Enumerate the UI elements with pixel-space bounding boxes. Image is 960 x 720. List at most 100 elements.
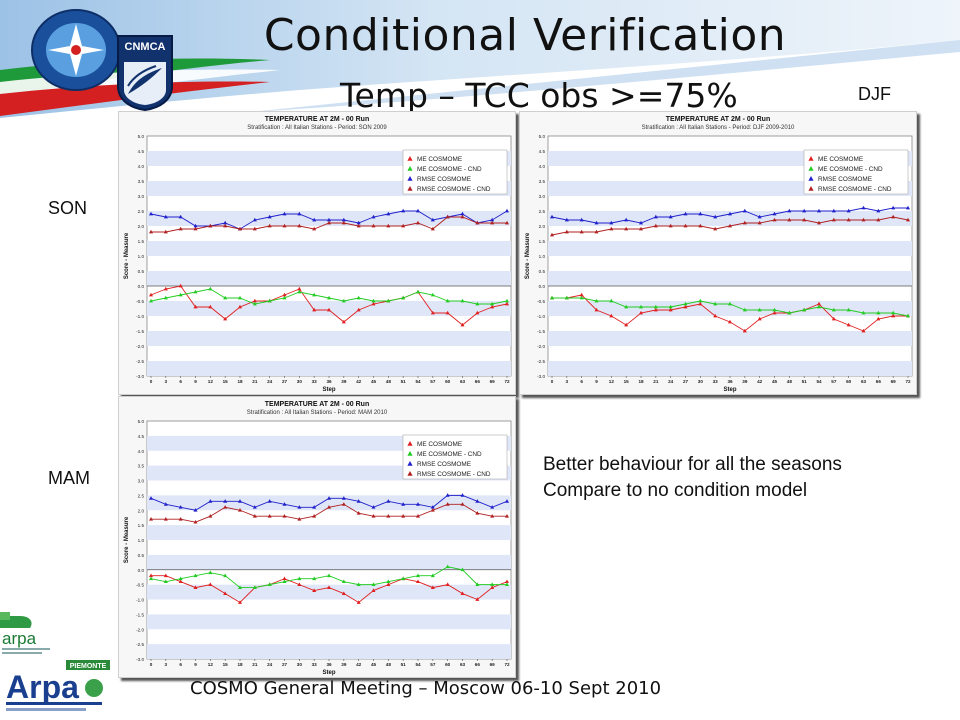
chart2-series-2-point <box>445 493 450 497</box>
chart2-series-1-point <box>178 576 183 581</box>
chart2-series-2-point <box>193 508 198 512</box>
chart1-xtick-label: 21 <box>653 379 659 384</box>
chart1-series-0-point <box>624 322 629 327</box>
arpa-emilia-logo-text: arpa <box>2 629 37 648</box>
arpa-piemonte-logo-text: Arpa <box>6 669 79 705</box>
chart1-ytick-label: 1.5 <box>539 239 546 244</box>
chart2-series-0-point <box>341 591 346 595</box>
chart0-xtick-label: 39 <box>341 379 347 384</box>
chart1-series-3-point <box>698 223 703 228</box>
chart1-series-1-point <box>579 295 584 300</box>
chart0-series-1-point <box>149 298 153 303</box>
chart2-series-3-point <box>371 514 376 518</box>
chart1-series-2-point <box>564 217 569 222</box>
chart0-series-3-point <box>149 229 153 234</box>
chart2-xtick-label: 63 <box>460 662 466 667</box>
chart1-xtick-label: 27 <box>683 379 689 384</box>
chart0-series-2-point <box>356 220 361 225</box>
chart0-ytick-label: 2.5 <box>138 209 145 214</box>
chart1-legend-label: RMSE COSMOME - CND <box>818 186 892 193</box>
chart2-legend <box>402 434 508 480</box>
chart2-series-2-point <box>208 499 213 503</box>
chart1-series-0-point <box>876 316 881 321</box>
chart2-legend-marker <box>407 441 413 446</box>
chart2-ytick-label: 2.0 <box>138 508 145 513</box>
chart1-title: TEMPERATURE AT 2M - 00 Run <box>666 116 770 123</box>
chart1-series-2-point <box>683 211 688 216</box>
chart1-series-2-point <box>787 208 792 213</box>
chart2-xtick-label: 9 <box>194 662 197 667</box>
chart1-series-3-point <box>579 229 584 234</box>
chart1-ytick-label: -1.5 <box>537 329 545 334</box>
chart2-band <box>147 495 511 511</box>
chart0-xtick-label: 72 <box>504 379 510 384</box>
chart2-ytick-label: 3.5 <box>138 464 145 469</box>
chart0-series-0-point <box>371 301 376 306</box>
chart1-series-3-point <box>817 220 821 225</box>
chart1-series-1-point <box>891 310 896 315</box>
chart1-series-0-point <box>579 292 584 297</box>
chart0-ytick-label: 5.0 <box>138 134 145 139</box>
chart1-series-3-point <box>683 223 688 228</box>
chart2-series-3-point <box>163 516 168 521</box>
chart0-xtick-label: 60 <box>445 379 451 384</box>
chart1-series-3-point <box>609 226 614 231</box>
chart1-ytick-label: 4.0 <box>539 164 546 169</box>
chart0-series-3-point <box>356 223 361 228</box>
chart0-legend-label: RMSE COSMOME <box>417 176 471 183</box>
chart0-series-0-point <box>475 310 480 315</box>
chart1-ytick-label: 3.0 <box>539 194 546 199</box>
chart1-series-3-point <box>653 223 658 228</box>
chart0-series-0-point <box>445 310 450 315</box>
chart2-series-2-point <box>401 502 406 506</box>
chart1-ytick-label: 1.0 <box>539 254 546 259</box>
chart0-series-3-point <box>445 214 450 219</box>
chart1-series-3-point <box>772 217 777 222</box>
chart1-xtick-label: 45 <box>772 379 778 384</box>
chart2-series-3-point <box>386 514 391 518</box>
chart0-xtick-label: 66 <box>475 379 481 384</box>
chart0-series-3-point <box>401 223 406 228</box>
chart2-series-1-point <box>356 582 361 587</box>
chart1-xtick-label: 72 <box>905 379 911 384</box>
note-line-2: Compare to no condition model <box>543 480 808 501</box>
chart2-series-0-point <box>312 588 317 592</box>
chart1-xtick-label: 54 <box>816 379 822 384</box>
chart1-series-2-point <box>772 211 777 216</box>
chart2-series-2-point <box>149 496 153 500</box>
chart1-series-0-point <box>742 328 747 333</box>
chart2-series-2-point <box>178 505 183 509</box>
chart2-series-0-point <box>371 588 376 592</box>
chart2-series-2-point <box>252 505 257 509</box>
chart2-series-0-point <box>297 582 302 587</box>
chart0-series-0-point <box>505 301 509 306</box>
chart0-legend-marker <box>407 176 413 181</box>
chart1-xlabel: Step <box>723 387 736 393</box>
chart1-series-1-point <box>787 310 792 315</box>
chart2-series-2-point <box>386 499 391 503</box>
chart2-series-1-point <box>475 582 480 587</box>
chart2-legend-marker <box>407 461 413 466</box>
chart2-series-2-point <box>430 505 435 509</box>
chart2-series-1-point <box>238 585 242 589</box>
chart1-series-2-point <box>891 205 896 210</box>
chart2-series-1-point <box>282 579 287 584</box>
season-label-son: SON <box>48 198 88 218</box>
chart1-xtick-label: 33 <box>713 379 719 384</box>
chart0-xtick-label: 30 <box>297 379 303 384</box>
chart0-series-1-point <box>267 298 272 303</box>
chart0-series-1-point <box>416 289 420 294</box>
chart0-series-0-point <box>430 310 435 315</box>
chart2-xtick-label: 39 <box>341 662 347 667</box>
chart1-xtick-label: 69 <box>891 379 897 384</box>
chart0-series-1-point <box>445 298 450 303</box>
chart0-series-1-point <box>252 301 257 306</box>
chart1-series-2-point <box>861 205 866 210</box>
chart2-xtick-label: 72 <box>504 662 510 667</box>
chart0-series-0-point <box>238 304 242 309</box>
chart0-series-0-point <box>252 298 257 303</box>
chart0-series-3-point <box>267 223 272 228</box>
chart2-series-2-point <box>505 499 509 503</box>
chart0-series-2-point <box>430 217 435 222</box>
chart1-series-2-point <box>609 220 614 225</box>
